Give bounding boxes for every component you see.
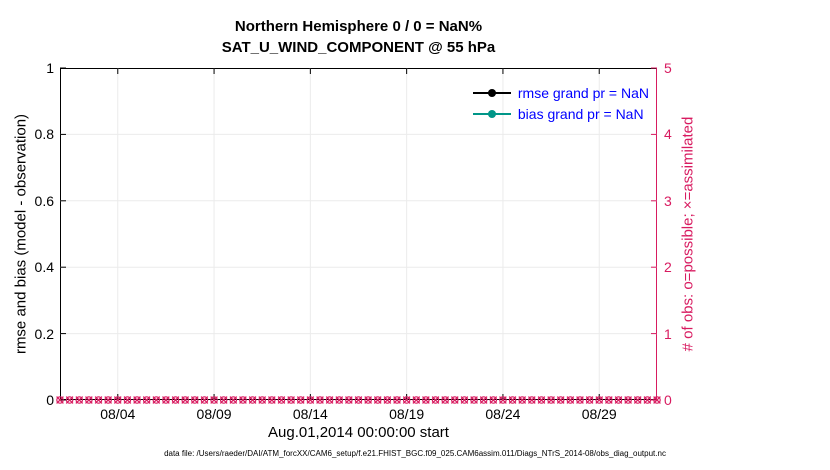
y-right-tick-label: 4	[664, 126, 672, 143]
left-axis-label: rmse and bias (model - observation)	[12, 113, 30, 355]
y-right-tick-label: 2	[664, 259, 672, 276]
plot-area: rmse grand pr = NaN bias grand pr = NaN	[56, 67, 661, 404]
chart-title: Northern Hemisphere 0 / 0 = NaN%	[234, 18, 483, 35]
legend-item-bias: bias grand pr = NaN	[472, 103, 649, 124]
y-left-tick-label: 0	[46, 392, 54, 408]
rmse-line-marker-icon	[472, 88, 511, 97]
y-left-tick-label: 0.2	[34, 325, 54, 342]
x-tick-label: 08/24	[485, 406, 521, 422]
y-left-tick-label: 0.6	[34, 192, 54, 209]
y-left-tick-label: 0.4	[34, 259, 54, 276]
legend-item-rmse: rmse grand pr = NaN	[472, 82, 649, 103]
y-left-tick-label: 1	[46, 60, 54, 76]
x-axis-label: Aug.01,2014 00:00:00 start	[268, 424, 449, 441]
y-right-tick-label: 0	[664, 392, 672, 408]
legend: rmse grand pr = NaN bias grand pr = NaN	[472, 82, 649, 124]
x-tick-label: 08/04	[100, 406, 136, 422]
data-file-caption: data file: /Users/raeder/DAI/ATM_forcXX/…	[164, 449, 666, 458]
title-block: Northern Hemisphere 0 / 0 = NaN% SAT_U_W…	[60, 16, 657, 58]
y-right-tick-label: 3	[664, 192, 672, 209]
plot-canvas	[56, 67, 661, 404]
y-left-tick-label: 0.8	[34, 126, 54, 143]
chart-subtitle: SAT_U_WIND_COMPONENT @ 55 hPa	[221, 39, 496, 56]
bias-legend-label: bias grand pr = NaN	[517, 105, 644, 122]
x-tick-label: 08/14	[292, 406, 328, 422]
bias-line-marker-icon	[472, 109, 511, 118]
x-tick-label: 08/09	[196, 406, 232, 422]
x-tick-label: 08/29	[581, 406, 617, 422]
rmse-legend-label: rmse grand pr = NaN	[517, 84, 649, 101]
y-right-tick-label: 5	[664, 60, 672, 76]
y-right-tick-label: 1	[664, 325, 672, 342]
x-tick-label: 08/19	[389, 406, 425, 422]
right-axis-label: # of obs: o=possible; ×=assimilated	[679, 116, 697, 352]
